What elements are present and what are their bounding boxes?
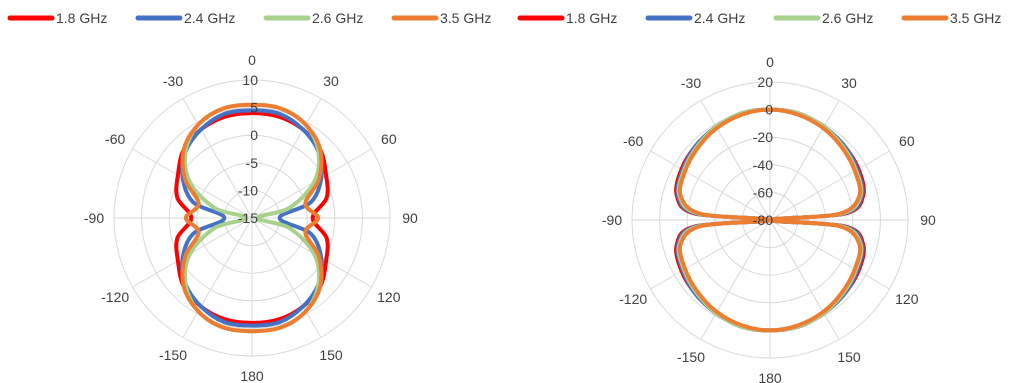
radial-tick-label: 20	[757, 74, 773, 90]
angle-tick-label: -120	[101, 289, 129, 305]
radial-tick-label: -40	[753, 157, 773, 173]
series-line-1-8-ghz	[174, 111, 330, 325]
angle-tick-label: -30	[163, 73, 183, 89]
grid-spoke	[650, 219, 771, 290]
legend-label: 2.6 GHz	[312, 10, 363, 26]
grid-spoke	[700, 100, 771, 221]
angle-tick-label: 90	[402, 210, 418, 226]
grid-spoke	[769, 219, 890, 290]
grid-spoke	[769, 100, 840, 221]
angle-tick-label: 60	[381, 131, 397, 147]
grid-spoke	[769, 150, 890, 221]
polar-grid	[631, 81, 909, 359]
angle-tick-label: 150	[319, 347, 343, 363]
angle-tick-label: -120	[619, 291, 647, 307]
legend-label: 2.4 GHz	[184, 10, 235, 26]
series-line-3-5-ghz	[180, 102, 324, 334]
angle-tick-label: 0	[248, 52, 256, 68]
angle-tick-label: 60	[899, 133, 915, 149]
angle-tick-label: -60	[105, 131, 125, 147]
angle-axis-labels: 0 30 60 90 120 150 180 -150 -120 -90 -60 -30	[602, 54, 936, 383]
grid-spoke	[650, 150, 771, 221]
radar-chart-left: 1.8 GHz 2.4 GHz 2.6 GHz 3.5 GHz 10 5 0 -5 -10 -15…	[7, 10, 491, 383]
grid-spoke	[182, 98, 253, 219]
angle-tick-label: 120	[895, 291, 919, 307]
angle-tick-label: -90	[602, 212, 622, 228]
angle-tick-label: 120	[377, 289, 401, 305]
radial-axis-labels: 20 0 -20 -40 -60 -80	[753, 74, 773, 228]
legend-label: 3.5 GHz	[440, 10, 491, 26]
grid-spoke	[182, 217, 253, 338]
angle-tick-label: 0	[766, 54, 774, 70]
radial-tick-label: -5	[246, 155, 259, 171]
legend: 1.8 GHz 2.4 GHz 2.6 GHz 3.5 GHz	[517, 10, 1001, 26]
radial-tick-label: -80	[753, 212, 773, 228]
grid-spoke	[251, 98, 322, 219]
legend-label: 1.8 GHz	[56, 10, 107, 26]
radial-axis-labels: 10 5 0 -5 -10 -15	[238, 72, 258, 226]
angle-tick-label: -150	[677, 349, 705, 365]
angle-tick-label: 30	[841, 75, 857, 91]
angle-tick-label: 90	[920, 212, 936, 228]
radial-tick-label: -15	[238, 210, 258, 226]
grid-spoke	[251, 217, 322, 338]
legend-label: 3.5 GHz	[950, 10, 1001, 26]
radar-chart-right: 1.8 GHz 2.4 GHz 2.6 GHz 3.5 GHz 20 0 -20 -40 -60…	[517, 10, 1001, 383]
angle-tick-label: -60	[623, 133, 643, 149]
radial-tick-label: 0	[765, 102, 773, 118]
angle-tick-label: 30	[323, 73, 339, 89]
legend: 1.8 GHz 2.4 GHz 2.6 GHz 3.5 GHz	[7, 10, 491, 26]
angle-tick-label: -90	[84, 210, 104, 226]
radial-tick-label: 5	[250, 100, 258, 116]
angle-tick-label: -30	[681, 75, 701, 91]
grid-spoke	[769, 219, 840, 340]
angle-tick-label: 180	[758, 370, 782, 383]
grid-spoke	[700, 219, 771, 340]
radial-tick-label: 10	[242, 72, 258, 88]
angle-tick-label: -150	[159, 347, 187, 363]
radial-tick-label: -60	[753, 184, 773, 200]
series-line-3-5-ghz	[677, 107, 863, 333]
radial-tick-label: -10	[238, 182, 258, 198]
legend-label: 1.8 GHz	[566, 10, 617, 26]
radial-tick-label: 0	[250, 127, 258, 143]
legend-label: 2.4 GHz	[694, 10, 745, 26]
radial-tick-label: -20	[753, 129, 773, 145]
angle-tick-label: 150	[837, 349, 861, 365]
angle-tick-label: 180	[240, 368, 264, 383]
legend-label: 2.6 GHz	[822, 10, 873, 26]
